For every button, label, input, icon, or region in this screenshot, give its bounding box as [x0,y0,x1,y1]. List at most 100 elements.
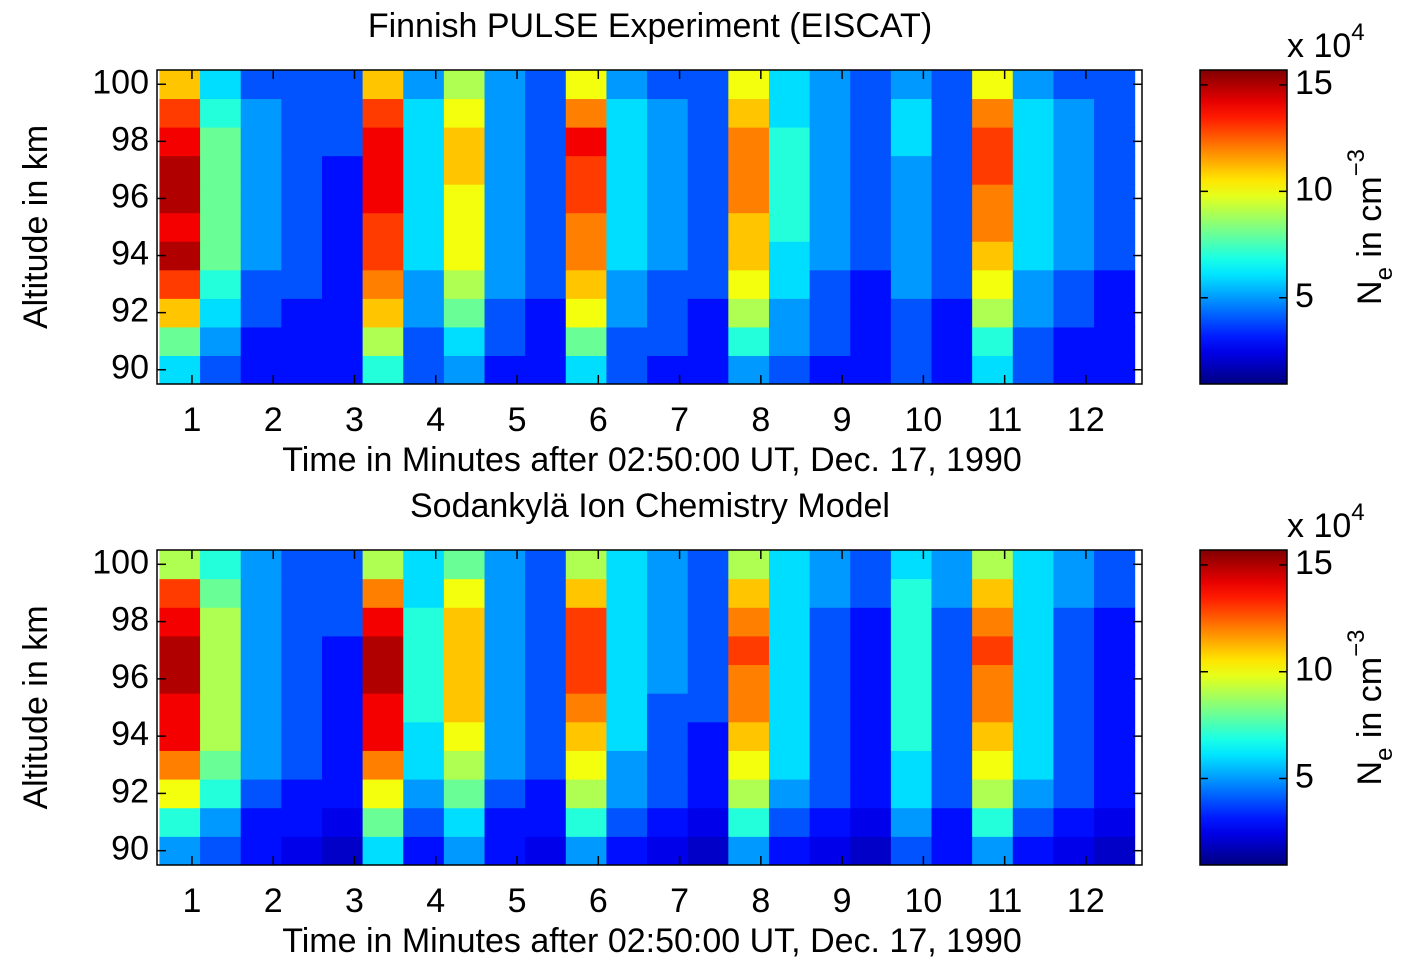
heatmap-cell [647,70,689,100]
heatmap-cell [809,578,851,608]
heatmap-cell [1012,550,1054,580]
heatmap-cell [159,578,201,608]
heatmap-cell [525,355,567,385]
heatmap-cell [1094,298,1136,328]
chart-title: Sodankylä Ion Chemistry Model [410,487,890,525]
heatmap-cell [565,355,607,385]
heatmap-cell [687,578,729,608]
heatmap-cell [159,155,201,185]
heatmap-cell [972,212,1014,242]
heatmap-cell [525,184,567,214]
heatmap-cell [1094,721,1136,751]
heatmap-cell [200,550,242,580]
heatmap-cell [525,326,567,356]
heatmap-cell [200,127,242,157]
heatmap-cell [687,241,729,271]
heatmap-cell [443,779,486,809]
colorbar [1199,69,1288,385]
heatmap-cell [728,779,770,809]
heatmap-cell [1053,807,1095,837]
heatmap-cell [728,98,770,128]
heatmap-cell [525,127,567,157]
heatmap-cell [321,298,364,328]
heatmap-cell [809,664,851,694]
heatmap-cell [972,70,1014,100]
heatmap-cell [565,807,607,837]
label-sub: e [1371,748,1398,761]
heatmap-cell [403,607,445,637]
heatmap-cell [768,241,811,271]
heatmap-cell [931,550,973,580]
heatmap-cell [240,664,282,694]
heatmap-cell [200,807,242,837]
heatmap-cell [281,98,323,128]
heatmap-cell [890,664,933,694]
label-main: N [1351,761,1389,786]
heatmap-cell [890,326,933,356]
heatmap-cell [565,550,607,580]
heatmap-cell [972,98,1014,128]
heatmap-cell [1094,807,1136,837]
heatmap-cell [606,269,648,299]
x-tick-label: 9 [833,882,852,920]
heatmap-cell [1053,721,1095,751]
heatmap-cell [1012,184,1054,214]
heatmap-cell [403,693,445,723]
heatmap-cell [931,607,973,637]
heatmap-cell [647,578,689,608]
colorbar-tick-label: 10 [1295,651,1333,689]
heatmap-cell [768,550,811,580]
heatmap-cell [809,750,851,780]
heatmap-cell [687,836,729,866]
heatmap-cell [403,721,445,751]
heatmap-cell [890,98,933,128]
y-tick-label: 100 [92,63,149,101]
heatmap-cell [728,241,770,271]
heatmap-cell [281,298,323,328]
heatmap-cell [606,779,648,809]
heatmap-cell [403,635,445,666]
heatmap-cell [972,693,1014,723]
heatmap-cell [240,155,282,185]
heatmap-cell [565,635,607,666]
heatmap-cell [768,836,811,866]
heatmap-cell [931,355,973,385]
heatmap-cell [565,721,607,751]
heatmap-cell [1053,779,1095,809]
heatmap-cell [443,721,486,751]
heatmap-cell [321,212,364,242]
heatmap-cell [1012,127,1054,157]
x-tick-label: 3 [345,882,364,920]
heatmap-cell [1053,607,1095,637]
heatmap-cell [565,664,607,694]
heatmap-cell [159,721,201,751]
plot-frame [156,69,1143,385]
heatmap-cell [281,635,323,666]
x-tick-label: 4 [426,882,445,920]
heatmap-cell [484,298,526,328]
heatmap-cell [931,298,973,328]
heatmap-cell [362,693,404,723]
heatmap-cell [525,807,567,837]
colorbar-label: Ne in cm−3 [1343,630,1398,786]
heatmap-cell [809,184,851,214]
heatmap-cell [728,155,770,185]
heatmap-cell [1012,750,1054,780]
heatmap-cell [1012,70,1054,100]
heatmap-cell [525,212,567,242]
heatmap-cell [1012,635,1054,666]
heatmap-cell [240,693,282,723]
heatmap-cell [484,779,526,809]
heatmap-cell [687,212,729,242]
heatmap-cell [1094,355,1136,385]
heatmap-cell [565,184,607,214]
heatmap-cell [443,355,486,385]
heatmap-cell [484,721,526,751]
heatmap-cell [1053,241,1095,271]
heatmap-cell [525,635,567,666]
heatmap-cell [890,721,933,751]
heatmap-cell [850,355,892,385]
heatmap-cell [972,326,1014,356]
heatmap-cell [565,269,607,299]
heatmap-cell [728,721,770,751]
